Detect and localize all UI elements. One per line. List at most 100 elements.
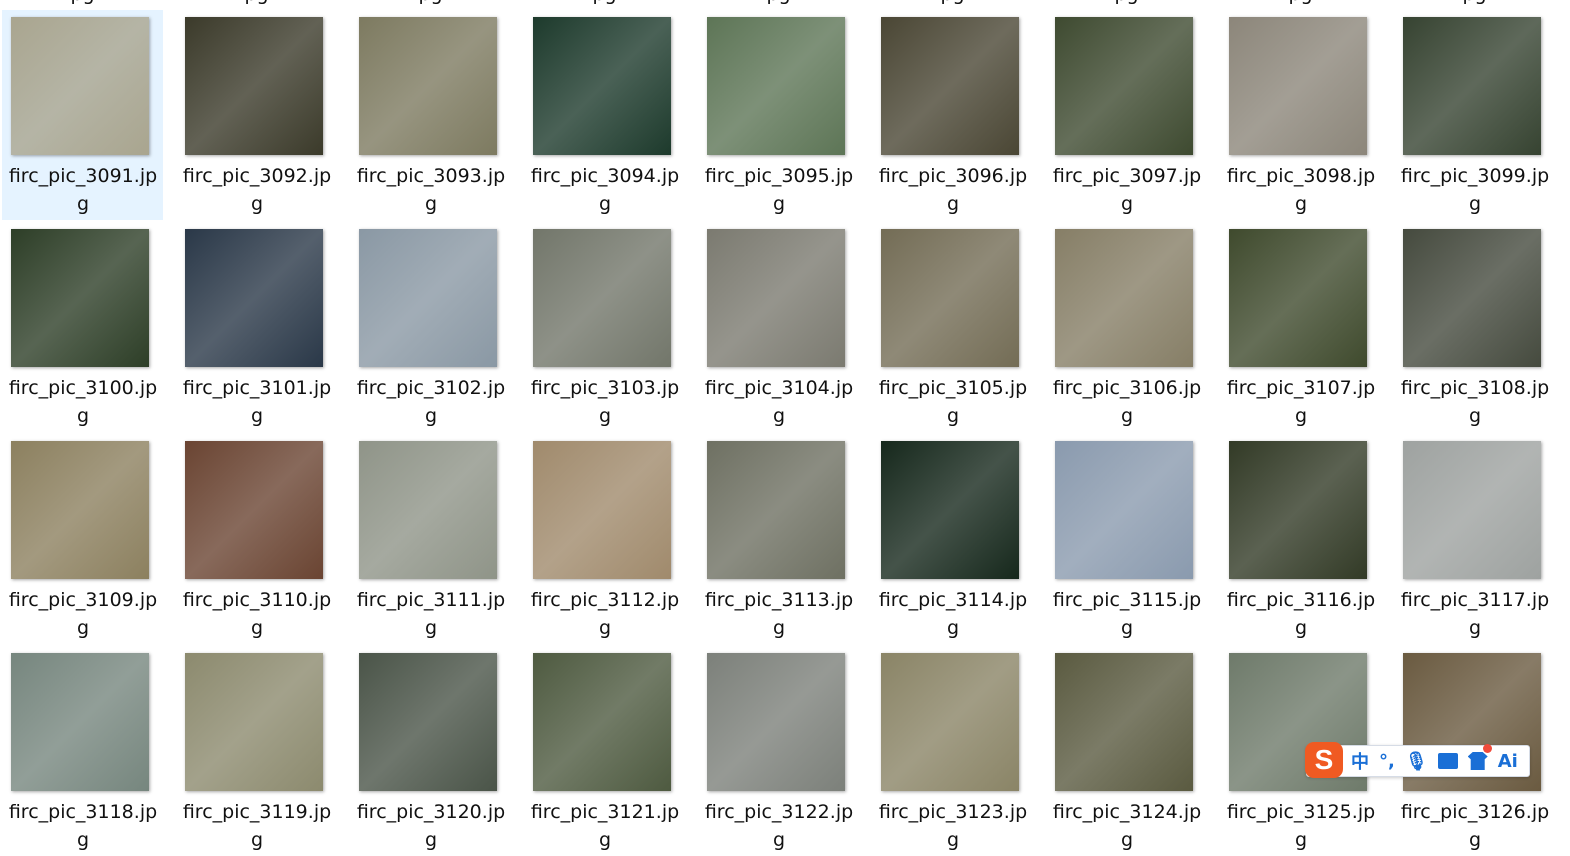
image-thumbnail[interactable] xyxy=(11,17,149,155)
image-thumbnail[interactable] xyxy=(707,229,845,367)
file-item[interactable]: firc_pic_3116.jpg xyxy=(1220,434,1381,644)
image-thumbnail[interactable] xyxy=(881,17,1019,155)
file-name[interactable]: firc_pic_3100.jpg xyxy=(8,377,158,427)
image-thumbnail[interactable] xyxy=(359,229,497,367)
file-item[interactable]: firc_pic_3108.jpg xyxy=(1394,222,1555,432)
file-name[interactable]: firc_pic_3094.jpg xyxy=(530,165,680,215)
image-thumbnail[interactable] xyxy=(1403,229,1541,367)
file-item[interactable]: firc_pic_3106.jpg xyxy=(1046,222,1207,432)
image-thumbnail[interactable] xyxy=(1229,229,1367,367)
file-name[interactable]: firc_pic_3096.jpg xyxy=(878,165,1028,215)
file-item[interactable]: firc_pic_3112.jpg xyxy=(524,434,685,644)
image-thumbnail[interactable] xyxy=(11,229,149,367)
file-label-partial[interactable]: pg xyxy=(524,0,685,8)
file-label-partial[interactable]: pg xyxy=(1046,0,1207,8)
file-name[interactable]: firc_pic_3119.jpg xyxy=(182,801,332,851)
keyboard-icon[interactable] xyxy=(1437,753,1458,769)
image-thumbnail[interactable] xyxy=(185,17,323,155)
file-name[interactable]: firc_pic_3109.jpg xyxy=(8,589,158,639)
file-item[interactable]: firc_pic_3101.jpg xyxy=(176,222,337,432)
image-thumbnail[interactable] xyxy=(11,441,149,579)
ime-toolbar[interactable]: S 中 °, 🎙 Ai xyxy=(1305,742,1530,778)
file-name[interactable]: firc_pic_3120.jpg xyxy=(356,801,506,851)
file-item[interactable]: firc_pic_3113.jpg xyxy=(698,434,859,644)
file-label-partial[interactable]: pg xyxy=(1394,0,1555,8)
file-name[interactable]: firc_pic_3121.jpg xyxy=(530,801,680,851)
file-name[interactable]: firc_pic_3107.jpg xyxy=(1226,377,1376,427)
file-name[interactable]: firc_pic_3108.jpg xyxy=(1400,377,1550,427)
file-item[interactable]: firc_pic_3104.jpg xyxy=(698,222,859,432)
file-item[interactable]: firc_pic_3109.jpg xyxy=(2,434,163,644)
image-thumbnail[interactable] xyxy=(1055,653,1193,791)
file-item[interactable]: firc_pic_3103.jpg xyxy=(524,222,685,432)
file-name[interactable]: firc_pic_3122.jpg xyxy=(704,801,854,851)
file-item[interactable]: firc_pic_3124.jpg xyxy=(1046,646,1207,856)
image-thumbnail[interactable] xyxy=(707,653,845,791)
file-item[interactable]: firc_pic_3102.jpg xyxy=(350,222,511,432)
file-item[interactable]: firc_pic_3120.jpg xyxy=(350,646,511,856)
image-thumbnail[interactable] xyxy=(707,17,845,155)
file-name[interactable]: firc_pic_3097.jpg xyxy=(1052,165,1202,215)
file-item[interactable]: firc_pic_3098.jpg xyxy=(1220,10,1381,220)
file-item[interactable]: firc_pic_3114.jpg xyxy=(872,434,1033,644)
file-item[interactable]: firc_pic_3110.jpg xyxy=(176,434,337,644)
image-thumbnail[interactable] xyxy=(185,441,323,579)
file-name[interactable]: firc_pic_3092.jpg xyxy=(182,165,332,215)
file-name[interactable]: firc_pic_3102.jpg xyxy=(356,377,506,427)
image-thumbnail[interactable] xyxy=(881,653,1019,791)
image-thumbnail[interactable] xyxy=(533,229,671,367)
file-item[interactable]: firc_pic_3099.jpg xyxy=(1394,10,1555,220)
file-label-partial[interactable]: pg xyxy=(872,0,1033,8)
file-label-partial[interactable]: pg xyxy=(350,0,511,8)
file-item[interactable]: firc_pic_3096.jpg xyxy=(872,10,1033,220)
file-item[interactable]: firc_pic_3122.jpg xyxy=(698,646,859,856)
file-label-partial[interactable]: pg xyxy=(1220,0,1381,8)
file-name[interactable]: firc_pic_3104.jpg xyxy=(704,377,854,427)
file-name[interactable]: firc_pic_3093.jpg xyxy=(356,165,506,215)
file-item[interactable]: firc_pic_3117.jpg xyxy=(1394,434,1555,644)
file-item[interactable]: firc_pic_3107.jpg xyxy=(1220,222,1381,432)
image-thumbnail[interactable] xyxy=(533,441,671,579)
file-item[interactable]: firc_pic_3100.jpg xyxy=(2,222,163,432)
image-thumbnail[interactable] xyxy=(185,653,323,791)
ime-mode-toggle[interactable]: 中 xyxy=(1351,752,1369,773)
mic-icon[interactable]: 🎙 xyxy=(1404,750,1428,772)
punctuation-toggle[interactable]: °, xyxy=(1379,750,1395,772)
image-thumbnail[interactable] xyxy=(1055,17,1193,155)
sogou-logo-icon[interactable]: S xyxy=(1305,742,1343,778)
file-item[interactable]: firc_pic_3095.jpg xyxy=(698,10,859,220)
file-name[interactable]: firc_pic_3124.jpg xyxy=(1052,801,1202,851)
file-name[interactable]: firc_pic_3115.jpg xyxy=(1052,589,1202,639)
file-item[interactable]: firc_pic_3111.jpg xyxy=(350,434,511,644)
file-item[interactable]: firc_pic_3123.jpg xyxy=(872,646,1033,856)
image-thumbnail[interactable] xyxy=(185,229,323,367)
image-thumbnail[interactable] xyxy=(1403,441,1541,579)
file-name[interactable]: firc_pic_3111.jpg xyxy=(356,589,506,639)
file-label-partial[interactable]: pg xyxy=(2,0,163,8)
file-name[interactable]: firc_pic_3118.jpg xyxy=(8,801,158,851)
file-item[interactable]: firc_pic_3091.jpg xyxy=(2,10,163,220)
file-item[interactable]: firc_pic_3094.jpg xyxy=(524,10,685,220)
image-thumbnail[interactable] xyxy=(1229,17,1367,155)
file-name[interactable]: firc_pic_3105.jpg xyxy=(878,377,1028,427)
image-thumbnail[interactable] xyxy=(359,441,497,579)
image-thumbnail[interactable] xyxy=(1055,441,1193,579)
file-name[interactable]: firc_pic_3095.jpg xyxy=(704,165,854,215)
image-thumbnail[interactable] xyxy=(359,653,497,791)
file-name[interactable]: firc_pic_3112.jpg xyxy=(530,589,680,639)
image-thumbnail[interactable] xyxy=(533,653,671,791)
file-item[interactable]: firc_pic_3118.jpg xyxy=(2,646,163,856)
file-name[interactable]: firc_pic_3114.jpg xyxy=(878,589,1028,639)
file-item[interactable]: firc_pic_3121.jpg xyxy=(524,646,685,856)
file-item[interactable]: firc_pic_3093.jpg xyxy=(350,10,511,220)
file-name[interactable]: firc_pic_3101.jpg xyxy=(182,377,332,427)
ai-icon[interactable]: Ai xyxy=(1497,750,1518,772)
image-thumbnail[interactable] xyxy=(881,229,1019,367)
file-name[interactable]: firc_pic_3116.jpg xyxy=(1226,589,1376,639)
file-name[interactable]: firc_pic_3103.jpg xyxy=(530,377,680,427)
file-name[interactable]: firc_pic_3113.jpg xyxy=(704,589,854,639)
file-item[interactable]: firc_pic_3119.jpg xyxy=(176,646,337,856)
image-thumbnail[interactable] xyxy=(881,441,1019,579)
file-name[interactable]: firc_pic_3125.jpg xyxy=(1226,801,1376,851)
file-name[interactable]: firc_pic_3091.jpg xyxy=(8,165,158,215)
